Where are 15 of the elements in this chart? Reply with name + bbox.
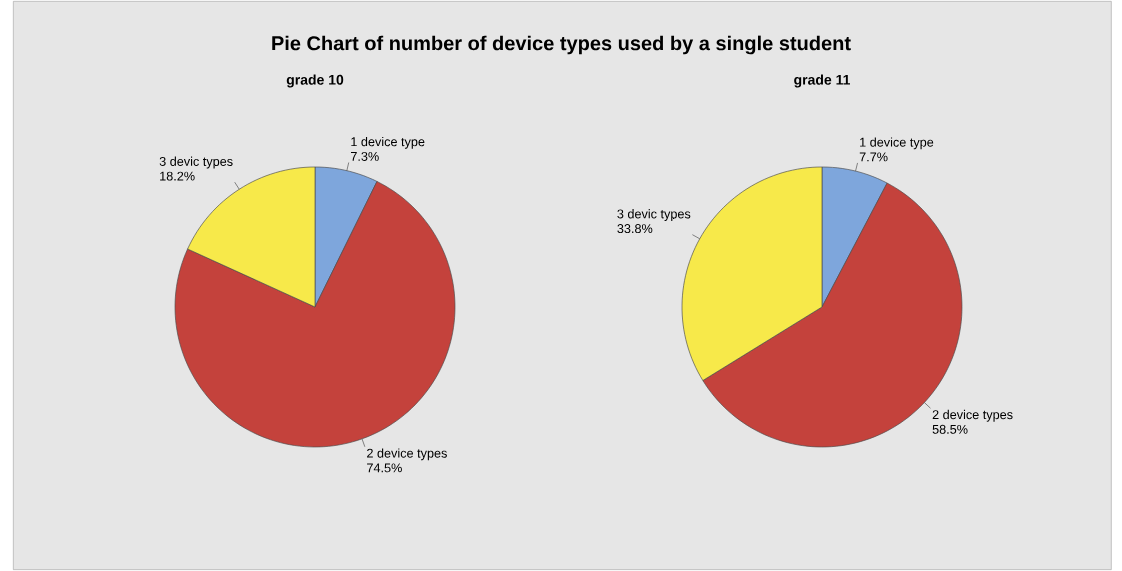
- slice-label: 3 devic types: [159, 156, 233, 169]
- data-label: 7.3%: [351, 151, 379, 161]
- data-label: 18.2%: [160, 171, 195, 181]
- slice-label: 3 devic types: [617, 209, 691, 221]
- data-label: 58.5%: [932, 424, 968, 434]
- chart-subtitle: grade 10: [286, 74, 344, 88]
- slice-label: 1 device type: [860, 137, 934, 150]
- data-label: 7.7%: [859, 152, 888, 162]
- text: Pie Chart of number of device types used by a single student: [272, 35, 851, 55]
- slice-label: 2 device types: [367, 448, 447, 461]
- chart-subtitle: grade 11: [794, 74, 850, 88]
- slice-label: 1 device type: [351, 136, 425, 149]
- data-label: 33.8%: [617, 224, 653, 234]
- data-label: 74.5%: [367, 463, 402, 473]
- slice-label: 2 device types: [932, 409, 1013, 422]
